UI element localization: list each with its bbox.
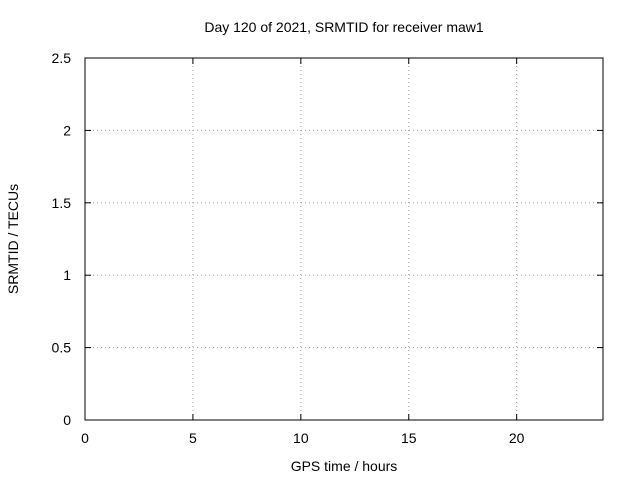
- x-tick-label: 20: [509, 430, 525, 446]
- y-tick-label: 1: [63, 267, 71, 283]
- x-tick-label: 0: [81, 430, 89, 446]
- x-tick-label: 5: [189, 430, 197, 446]
- x-tick-label: 15: [401, 430, 417, 446]
- y-tick-label: 2.5: [52, 50, 72, 66]
- chart-title: Day 120 of 2021, SRMTID for receiver maw…: [204, 19, 484, 35]
- y-tick-label: 2: [63, 122, 71, 138]
- y-axis-label: SRMTID / TECUs: [5, 184, 21, 294]
- x-tick-label: 10: [293, 430, 309, 446]
- axis-ticks: 0 5 10 15 20 0 0.5 1 1.5 2 2.5: [52, 50, 603, 446]
- y-tick-label: 0: [63, 412, 71, 428]
- plot-frame: [84, 57, 604, 421]
- grid: [85, 58, 603, 420]
- y-tick-label: 0.5: [52, 340, 72, 356]
- x-axis-label: GPS time / hours: [291, 458, 398, 474]
- y-tick-label: 1.5: [52, 195, 72, 211]
